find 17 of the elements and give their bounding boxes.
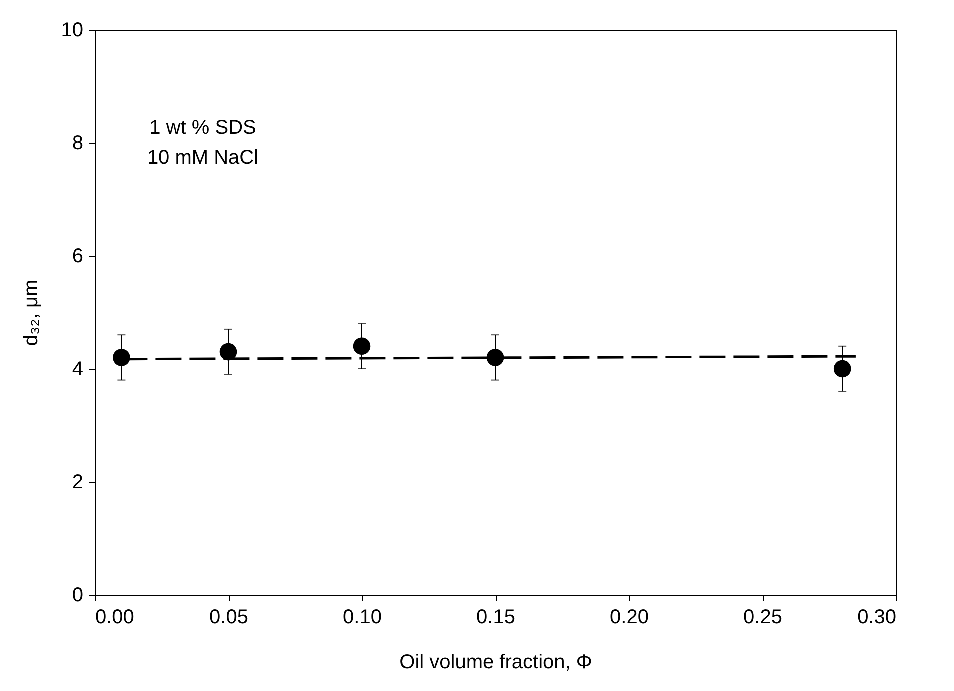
y-tick-label: 4 bbox=[72, 358, 84, 380]
annotation: 1 wt % SDS bbox=[150, 117, 256, 139]
x-tick-label: 0.20 bbox=[610, 606, 649, 628]
y-axis-title: d₃₂, μm bbox=[20, 280, 42, 346]
y-tick-label: 2 bbox=[72, 472, 84, 494]
x-tick-label: 0.10 bbox=[343, 606, 382, 628]
x-tick-label: 0.00 bbox=[96, 606, 134, 628]
y-tick-label: 0 bbox=[72, 584, 84, 606]
x-tick-label: 0.05 bbox=[210, 606, 248, 628]
x-tick-label: 0.15 bbox=[476, 606, 516, 628]
x-tick-label: 0.30 bbox=[858, 606, 896, 628]
annotation: 10 mM NaCl bbox=[147, 147, 259, 169]
x-tick-label: 0.25 bbox=[744, 606, 782, 628]
x-axis-title: Oil volume fraction, Φ bbox=[400, 652, 592, 674]
y-tick-label: 8 bbox=[72, 132, 84, 154]
y-tick-label: 6 bbox=[72, 246, 84, 268]
y-tick-label: 10 bbox=[61, 20, 84, 42]
